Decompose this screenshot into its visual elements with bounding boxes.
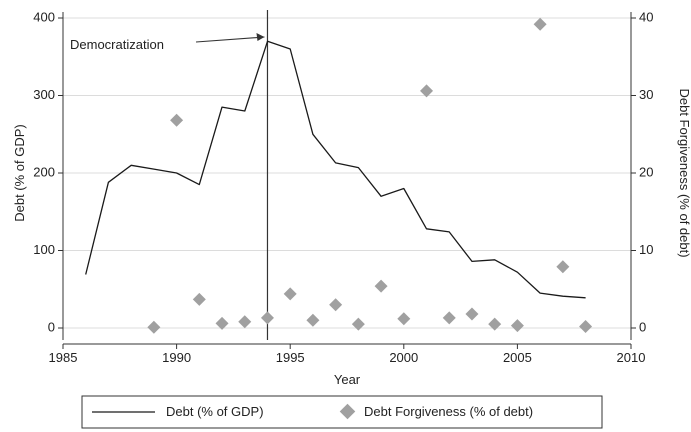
y-right-tick-label: 10	[639, 242, 653, 257]
x-tick-label: 1985	[49, 350, 78, 365]
forgiveness-point	[556, 260, 570, 274]
forgiveness-point	[192, 292, 206, 306]
y-right-axis-title: Debt Forgiveness (% of debt)	[677, 88, 691, 257]
series	[85, 17, 593, 334]
forgiveness-point	[579, 319, 593, 333]
axis-labels: Year Debt (% of GDP) Debt Forgiveness (%…	[12, 88, 691, 387]
y-left-tick-label: 200	[33, 164, 55, 179]
x-tick-label: 2010	[617, 350, 646, 365]
axes: 0 100 200 300 400 0 10 20 30 40 1985 1990 1995 2000 20…	[33, 9, 653, 365]
forgiveness-point	[329, 298, 343, 312]
legend-label-forgiveness: Debt Forgiveness (% of debt)	[364, 404, 533, 419]
forgiveness-point	[488, 317, 502, 331]
x-tick-label: 2000	[389, 350, 418, 365]
annotation-arrow-shaft	[195, 36, 265, 43]
forgiveness-point	[420, 84, 434, 98]
forgiveness-point	[306, 313, 320, 327]
annotation-arrowhead	[256, 33, 265, 41]
legend-label-debt: Debt (% of GDP)	[166, 404, 264, 419]
forgiveness-point	[533, 17, 547, 31]
forgiveness-point	[170, 113, 184, 127]
forgiveness-point	[283, 287, 297, 301]
x-tick-label: 1995	[276, 350, 305, 365]
forgiveness-point	[351, 317, 365, 331]
annotation-label: Democratization	[70, 37, 164, 52]
y-left-tick-label: 400	[33, 9, 55, 24]
x-axis-title: Year	[334, 372, 361, 387]
x-tick-label: 1990	[162, 350, 191, 365]
forgiveness-point	[465, 307, 479, 321]
y-right-tick-label: 0	[639, 319, 646, 334]
annotations: Democratization	[70, 10, 269, 340]
gridlines	[63, 17, 631, 329]
forgiveness-point	[397, 312, 411, 326]
y-right-tick-label: 30	[639, 87, 653, 102]
y-left-tick-label: 0	[48, 319, 55, 334]
forgiveness-point	[510, 319, 524, 333]
forgiveness-point	[147, 320, 161, 334]
legend: Debt (% of GDP) Debt Forgiveness (% of d…	[81, 395, 603, 429]
forgiveness-point	[374, 279, 388, 293]
y-left-tick-label: 100	[33, 242, 55, 257]
x-tick-label: 2005	[503, 350, 532, 365]
forgiveness-point	[260, 311, 274, 325]
debt-line	[85, 40, 586, 299]
y-right-tick-label: 40	[639, 9, 653, 24]
forgiveness-point	[238, 315, 252, 329]
y-left-tick-label: 300	[33, 87, 55, 102]
y-left-axis-title: Debt (% of GDP)	[12, 124, 27, 222]
forgiveness-point	[215, 316, 229, 330]
y-right-tick-label: 20	[639, 164, 653, 179]
forgiveness-point	[442, 311, 456, 325]
